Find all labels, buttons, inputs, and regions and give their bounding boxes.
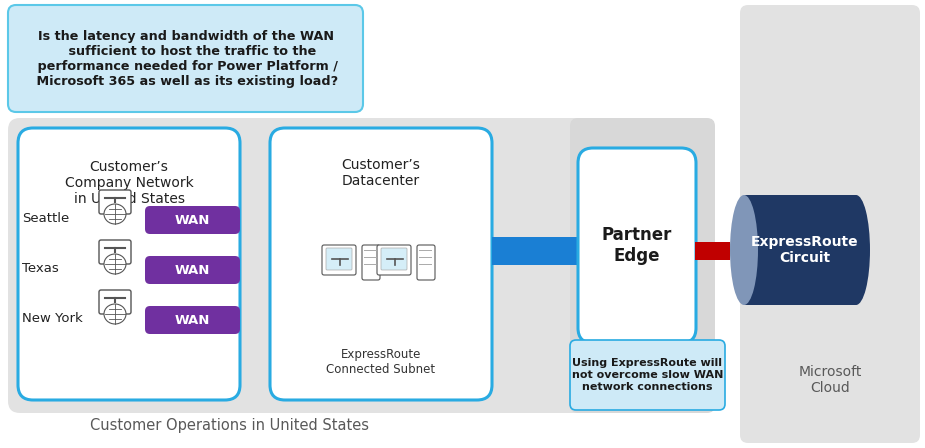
FancyBboxPatch shape (377, 245, 411, 275)
Text: New York: New York (22, 311, 82, 324)
FancyBboxPatch shape (322, 245, 356, 275)
Text: WAN: WAN (175, 314, 210, 327)
Bar (695, 242, 730, 260)
FancyBboxPatch shape (326, 248, 352, 270)
FancyBboxPatch shape (99, 240, 131, 264)
FancyBboxPatch shape (578, 148, 696, 343)
FancyBboxPatch shape (570, 118, 715, 413)
FancyBboxPatch shape (740, 5, 920, 443)
Ellipse shape (104, 254, 126, 274)
Text: Seattle: Seattle (22, 211, 69, 224)
FancyBboxPatch shape (99, 190, 131, 214)
Ellipse shape (104, 204, 126, 224)
Ellipse shape (104, 304, 126, 324)
Text: ExpressRoute
Connected Subnet: ExpressRoute Connected Subnet (327, 348, 436, 376)
Text: Customer’s
Company Network
in United States: Customer’s Company Network in United Sta… (65, 160, 193, 206)
FancyBboxPatch shape (8, 118, 643, 413)
Text: Customer’s
Datacenter: Customer’s Datacenter (341, 158, 421, 188)
Text: Microsoft
Cloud: Microsoft Cloud (798, 365, 862, 395)
FancyBboxPatch shape (270, 128, 492, 400)
Text: Is the latency and bandwidth of the WAN
   sufficient to host the traffic to the: Is the latency and bandwidth of the WAN … (32, 30, 339, 87)
Text: Using ExpressRoute will
not overcome slow WAN
network connections: Using ExpressRoute will not overcome slo… (572, 358, 723, 392)
FancyBboxPatch shape (145, 206, 240, 234)
FancyBboxPatch shape (362, 245, 380, 280)
Text: Texas: Texas (22, 262, 59, 275)
FancyBboxPatch shape (18, 128, 240, 400)
FancyBboxPatch shape (570, 340, 725, 410)
Text: Partner
Edge: Partner Edge (602, 226, 672, 265)
Text: WAN: WAN (175, 263, 210, 276)
Bar (744, 195, 856, 305)
Text: ExpressRoute
Circuit: ExpressRoute Circuit (751, 235, 858, 265)
FancyBboxPatch shape (145, 306, 240, 334)
FancyBboxPatch shape (8, 5, 363, 112)
Text: WAN: WAN (175, 214, 210, 227)
Text: Customer Operations in United States: Customer Operations in United States (91, 418, 369, 432)
Ellipse shape (842, 195, 870, 305)
FancyBboxPatch shape (99, 290, 131, 314)
Bar (492, 237, 582, 265)
FancyBboxPatch shape (145, 256, 240, 284)
FancyBboxPatch shape (381, 248, 407, 270)
FancyBboxPatch shape (417, 245, 435, 280)
Ellipse shape (730, 195, 758, 305)
